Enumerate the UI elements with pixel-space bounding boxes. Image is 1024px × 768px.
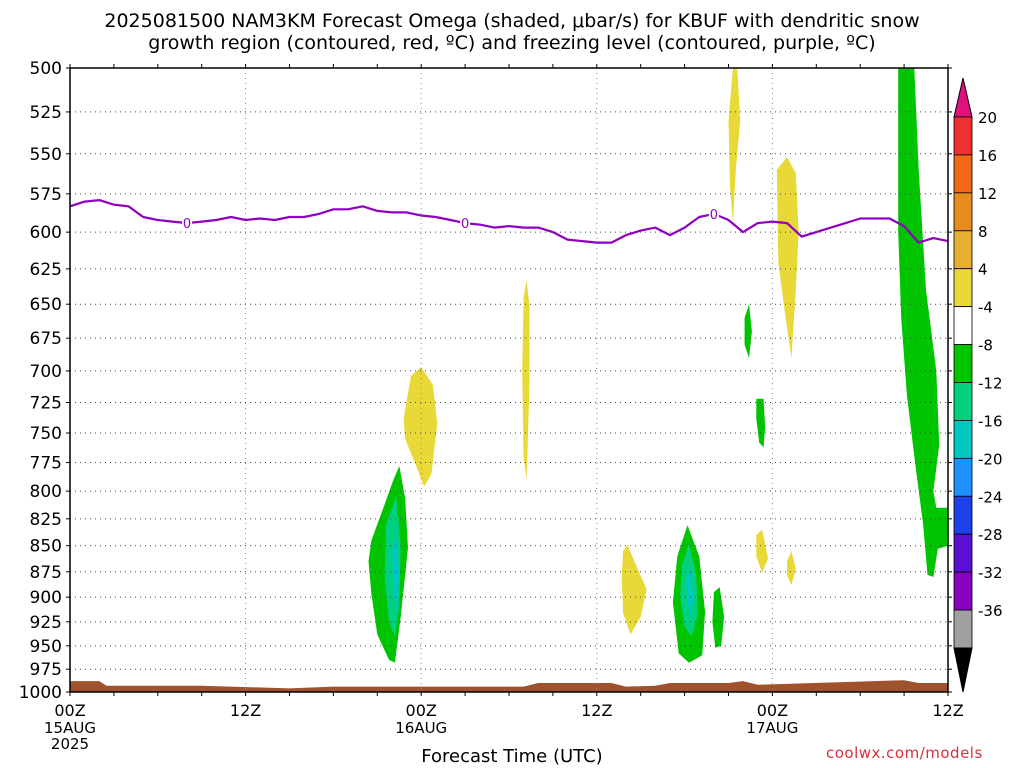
x-tick-label: 00Z [757,701,788,720]
y-tick-label: 625 [30,260,62,280]
omega-region-4 [776,157,799,358]
colorbar-segment [953,154,973,194]
colorbar-segment [953,609,973,649]
omega-region-16 [898,68,948,577]
x-tick-date: 15AUG [44,719,96,737]
x-tick-label: 12Z [932,701,963,720]
colorbar-segment [953,382,973,421]
y-tick-label: 500 [30,59,62,79]
freezing-label-bg [708,205,719,222]
x-tick-label: 12Z [230,701,261,720]
colorbar-segment [953,116,973,156]
colorbar-segment [953,192,973,232]
colorbar-label: 12 [978,185,997,203]
y-tick-label: 900 [30,588,62,608]
y-tick-label: 975 [30,660,62,680]
omega-region-6 [787,551,796,586]
colorbar-segment [953,344,973,383]
freezing-level-line [69,199,949,244]
colorbar-segment [953,230,973,270]
y-tick-label: 950 [30,637,62,657]
colorbar-label: 20 [978,109,997,127]
y-tick-label: 650 [30,295,62,315]
y-tick-label: 775 [30,454,62,474]
colorbar-label: -16 [978,412,1003,430]
colorbar-label: -4 [978,299,993,317]
colorbar-label: 4 [978,261,988,279]
freezing-label-bg [460,215,471,232]
omega-region-13 [712,587,725,648]
freezing-label-bg [182,215,193,232]
colorbar-label: -28 [978,526,1003,544]
colorbar-segment [953,306,973,345]
colorbar-segment [953,268,973,308]
y-tick-label: 800 [30,482,62,502]
colorbar-label: -20 [978,450,1003,468]
y-tick-label: 700 [30,362,62,382]
colorbar-bottom-arrow [953,647,973,693]
y-tick-label: 675 [30,329,62,349]
colorbar-label: -12 [978,375,1003,393]
y-tick-label: 600 [30,223,62,243]
x-tick-year: 2025 [51,735,89,753]
x-tick-date: 16AUG [395,719,447,737]
colorbar-segment [953,495,973,535]
chart-title-line2: growth region (contoured, red, ºC) and f… [148,32,876,54]
colorbar-label: -8 [978,337,993,355]
chart-title-line1: 2025081500 NAM3KM Forecast Omega (shaded… [104,10,920,32]
colorbar-label: 8 [978,223,988,241]
site-credit[interactable]: coolwx.com/models [826,744,983,762]
omega-region-3 [728,68,741,224]
y-tick-label: 550 [30,145,62,165]
y-tick-label: 875 [30,563,62,583]
colorbar-segment [953,571,973,611]
freezing-level-label: 0 [183,217,191,232]
x-tick-label: 00Z [406,701,437,720]
x-tick-label: 00Z [54,701,85,720]
colorbar-top-arrow [953,77,973,118]
y-tick-label: 825 [30,510,62,530]
y-tick-label: 925 [30,613,62,633]
colorbar-label: -32 [978,564,1003,582]
y-tick-label: 850 [30,537,62,557]
x-tick-label: 12Z [581,701,612,720]
freezing-level-label: 0 [710,208,718,223]
ground-surface [70,680,948,692]
y-tick-label: 1000 [19,683,62,703]
y-tick-label: 725 [30,393,62,413]
omega-region-5 [756,529,768,573]
colorbar-segment [953,533,973,573]
freezing-level-label: 0 [461,217,469,232]
omega-region-12 [686,566,694,617]
colorbar-label: 16 [978,147,997,165]
omega-region-0 [403,367,438,487]
y-tick-label: 525 [30,103,62,123]
grid-lines [70,68,948,692]
colorbar-segment [953,457,973,497]
y-tick-label: 750 [30,424,62,444]
omega-region-15 [756,398,766,448]
omega-region-1 [522,280,530,480]
omega-region-14 [744,304,752,358]
colorbar-label: -24 [978,488,1003,506]
y-tick-label: 575 [30,185,62,205]
plot-area [70,68,948,692]
omega-region-2 [621,544,647,635]
colorbar-label: -36 [978,602,1003,620]
colorbar-segment [953,420,973,459]
x-tick-date: 17AUG [746,719,798,737]
x-axis-title: Forecast Time (UTC) [421,746,603,767]
